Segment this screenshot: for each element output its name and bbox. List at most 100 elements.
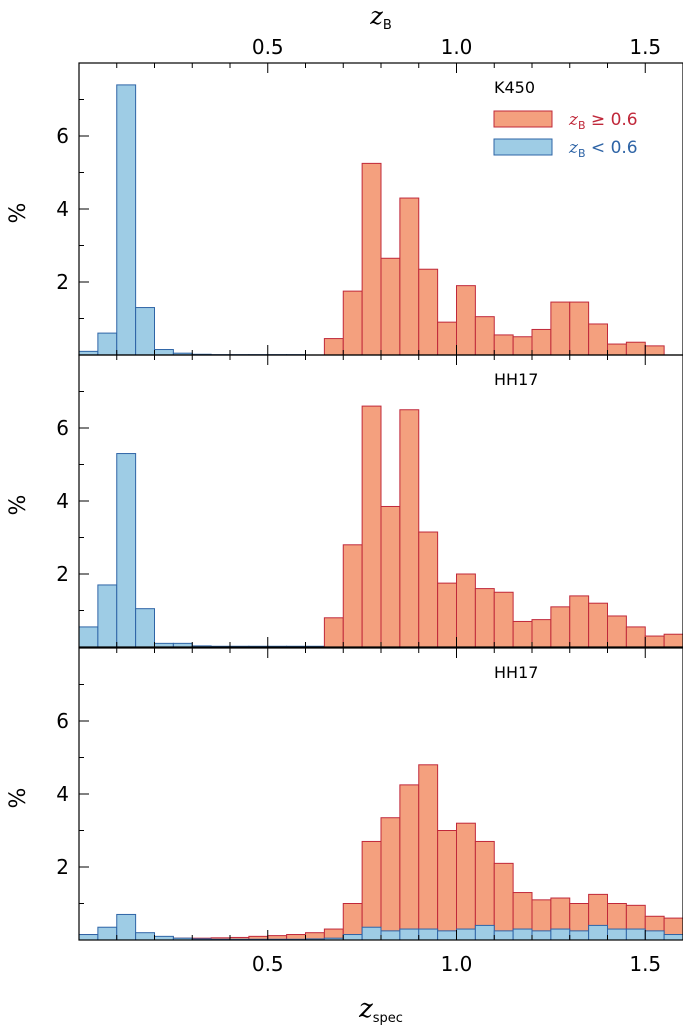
panel-3-red-bar-16 <box>380 817 401 941</box>
panel-2-red-bar-4 <box>399 409 420 648</box>
panel-1-red-bar-15 <box>607 343 627 356</box>
panel-2: 2 4 6% HH17 <box>6 354 683 648</box>
xtick-label-bottom: 1.5 <box>629 952 661 976</box>
panel-3-blue-bar-16 <box>380 930 401 941</box>
panel-2-blue-bar-3 <box>135 608 155 648</box>
panel-2-red-bar-1 <box>342 544 363 648</box>
panel-2-red-bar-3 <box>380 505 401 648</box>
top-axis-label-sub: B <box>383 18 392 33</box>
panel-3-blue-bar-0 <box>78 934 99 941</box>
panel-3-blue-bar-17 <box>399 928 420 941</box>
panel-2-red-bar-9 <box>493 591 514 648</box>
y-axis-label: % <box>6 788 31 809</box>
ytick-label: 2 <box>56 855 69 879</box>
panel-3-blue-bar-22 <box>493 930 514 941</box>
panel-1-red-bar-17 <box>644 345 665 356</box>
panel-2-red-bar-13 <box>569 595 590 648</box>
panel-2-red-bar-16 <box>625 626 646 648</box>
panel-1-red-bar-6 <box>437 321 457 356</box>
panel-1-red-bar-2 <box>361 162 382 356</box>
xtick-label-bottom: 0.5 <box>252 952 284 976</box>
panel-3-blue-bar-20 <box>456 928 476 941</box>
panel-2-red-bar-14 <box>588 602 608 648</box>
panel-3-blue-bar-31 <box>663 934 683 941</box>
panel-1-red-bar-14 <box>588 323 608 356</box>
panel-3-red-bar-15 <box>361 840 382 941</box>
panel-1: 2 4 6% K450 zB ≥ 0.6 zB < 0.6 <box>6 62 683 356</box>
bottom-axis-label: zspec <box>358 994 403 1026</box>
panel-3-red-bar-22 <box>493 862 514 941</box>
xtick-label-top: 0.5 <box>252 35 284 59</box>
bottom-axis-label-main: z <box>358 994 373 1024</box>
panel-3-blue-bar-19 <box>437 930 457 941</box>
panel-2-red-bar-8 <box>474 588 495 648</box>
panel-3-blue-bar-27 <box>588 924 608 941</box>
panel-3-blue-bar-25 <box>550 928 571 941</box>
panel-1-red-bar-11 <box>531 328 552 356</box>
panel-1-red-bar-5 <box>418 268 439 356</box>
panel-label: K450 <box>494 78 535 97</box>
panel-2-red-bar-15 <box>607 615 627 648</box>
panel-1-red-bar-7 <box>456 285 476 356</box>
panel-3-red-bar-19 <box>437 830 457 941</box>
y-axis-label: % <box>6 495 31 516</box>
panel-3-blue-bar-15 <box>361 926 382 941</box>
panel-3-blue-bar-26 <box>569 930 590 941</box>
panel-2-red-bar-5 <box>418 531 439 648</box>
panel-2-red-bar-12 <box>550 606 571 648</box>
ytick-label: 6 <box>56 709 69 733</box>
panel-2-red-bar-18 <box>663 633 683 648</box>
panel-3-red-bar-18 <box>418 764 439 941</box>
y-axis-label: % <box>6 203 31 224</box>
panel-3-blue-bar-30 <box>644 930 665 941</box>
panel-2-blue-bar-1 <box>97 584 118 648</box>
xtick-label-top: 1.5 <box>629 35 661 59</box>
panel-3-blue-bar-18 <box>418 928 439 941</box>
panel-1-blue-bar-1 <box>97 332 118 356</box>
panel-1-blue-bar-2 <box>116 84 137 356</box>
legend-swatch-blue <box>493 138 553 156</box>
ytick-label: 6 <box>56 124 69 148</box>
ytick-label: 4 <box>56 782 69 806</box>
panel-2-red-bar-0 <box>323 617 344 648</box>
panel-1-red-bar-4 <box>399 197 420 356</box>
panel-1-blue-bar-4 <box>154 349 174 356</box>
panel-label: HH17 <box>494 663 538 682</box>
panel-2-blue-bar-2 <box>116 453 137 648</box>
panel-3-blue-bar-1 <box>97 926 118 941</box>
legend-entry-blue: zB < 0.6 <box>568 138 638 160</box>
panel-3-red-bar-20 <box>456 822 476 941</box>
panel-3: 2 4 6% HH17 <box>6 647 683 941</box>
ytick-label: 4 <box>56 197 69 221</box>
panel-3-red-bar-17 <box>399 784 420 941</box>
top-axis-label-main: z <box>369 2 383 30</box>
top-axis-label: zB <box>369 2 392 33</box>
panel-2-red-bar-2 <box>361 405 382 648</box>
panel-3-blue-bar-14 <box>342 934 363 941</box>
bottom-axis-label-sub: spec <box>373 1011 403 1026</box>
panel-2-red-bar-17 <box>644 635 665 648</box>
panel-2-red-bar-10 <box>512 620 533 648</box>
panel-1-red-bar-9 <box>493 334 514 356</box>
panel-3-blue-bar-2 <box>116 913 137 941</box>
panel-3-blue-bar-28 <box>607 928 627 941</box>
panel-1-red-bar-10 <box>512 336 533 356</box>
panel-1-red-bar-13 <box>569 301 590 356</box>
panel-3-blue-bar-3 <box>135 932 155 941</box>
panels: 2 4 6% K450 zB ≥ 0.6 zB < 0.6 2 4 6% HH17 2 4 6% HH17… <box>6 35 683 976</box>
panel-3-blue-bar-21 <box>474 924 495 941</box>
panel-1-red-bar-16 <box>625 341 646 356</box>
ytick-label: 2 <box>56 562 69 586</box>
panel-label: HH17 <box>494 370 538 389</box>
panel-3-blue-bar-29 <box>625 928 646 941</box>
panel-3-blue-bar-24 <box>531 930 552 941</box>
panel-3-blue-bar-23 <box>512 928 533 941</box>
xtick-label-top: 1.0 <box>441 35 473 59</box>
panel-1-red-bar-12 <box>550 301 571 356</box>
xtick-label-bottom: 1.0 <box>441 952 473 976</box>
legend-entry-red: zB ≥ 0.6 <box>568 110 638 132</box>
panel-1-red-bar-1 <box>342 290 363 356</box>
panel-2-red-bar-11 <box>531 619 552 648</box>
panel-2-red-bar-7 <box>456 573 476 648</box>
